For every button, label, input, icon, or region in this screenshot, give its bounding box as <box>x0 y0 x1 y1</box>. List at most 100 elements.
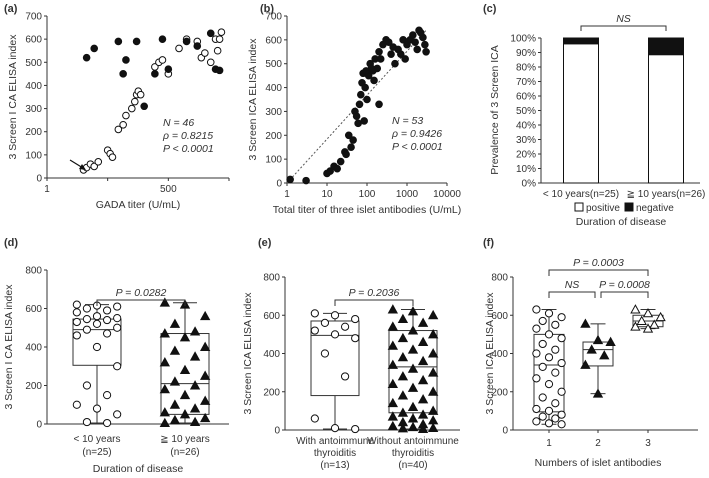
panel-b-point-points <box>326 167 334 175</box>
panel-e-point <box>427 422 439 433</box>
panel-d-point <box>179 364 191 375</box>
panel-e-point <box>417 317 429 327</box>
panel-a-y-tick-label: 300 <box>25 104 42 115</box>
panel-f-point <box>551 368 560 377</box>
panel-a-point-filled <box>193 42 202 50</box>
panel-e-point <box>397 371 409 381</box>
panel-d-y-tick-label: 200 <box>25 381 42 392</box>
panel-b-y-axis-label: 3 Screen ICA ELISA index <box>247 38 259 161</box>
panel-d-point <box>159 384 171 394</box>
panel-d-point <box>82 325 92 334</box>
panel-e-point <box>397 423 409 433</box>
panel-a-point-open <box>158 56 167 64</box>
panel-c-y-tick-label: 30% <box>516 135 536 146</box>
panel-b-y-tick-label: 200 <box>265 131 282 142</box>
panel-e-point <box>417 423 429 433</box>
panel-b-point-points <box>347 143 355 152</box>
panel-f-point <box>532 305 541 314</box>
panel-e-category-label: thyroiditis <box>392 448 434 459</box>
panel-c-category-label: < 10 years(n=25) <box>543 189 619 200</box>
panel-b-point-points <box>422 47 430 56</box>
panel-b-point-points <box>391 59 399 68</box>
panel-a-stat-annotation: N = 46 <box>163 117 194 129</box>
panel-c-bar-positive <box>563 43 599 184</box>
panel-d-point <box>102 306 112 315</box>
panel-c-y-axis-label: Prevalence of 3 Screen ICA <box>489 45 501 175</box>
panel-f-point <box>544 309 554 318</box>
panel-e-point <box>397 390 409 400</box>
panel-d-point <box>102 418 112 428</box>
panel-a-point-filled <box>90 44 99 53</box>
panel-f-y-axis-label: 3 Screen ICA ELISA index <box>484 292 496 415</box>
panel-f-significance-label: P = 0.0008 <box>599 279 650 291</box>
panel-b-y-tick-label: 700 <box>265 12 282 23</box>
panel-e-point <box>427 386 439 396</box>
panel-f-point <box>599 350 610 360</box>
panel-b-point-points <box>370 76 378 85</box>
panel-f-point <box>551 320 560 329</box>
panel-e-point <box>407 421 419 432</box>
panel-a-point-open <box>201 49 209 57</box>
panel-b-y-tick-label: 400 <box>265 83 282 94</box>
panel-b-stat-annotation: N = 53 <box>392 115 423 127</box>
panel-a-point-filled <box>119 70 127 78</box>
panel-f-point <box>557 334 566 343</box>
panel-a-panel-label: (a) <box>4 3 18 15</box>
panel-f-point <box>538 412 547 421</box>
panel-a-point-filled <box>140 102 148 111</box>
panel-f-point <box>544 419 554 428</box>
panel-f-point <box>592 388 604 398</box>
panel-a-point-open <box>130 97 139 106</box>
panel-a-x-axis-label: GADA titer (U/mL) <box>96 199 181 211</box>
panel-c-y-tick-label: 80% <box>516 63 536 74</box>
panel-f-point <box>544 330 554 339</box>
panel-e-point <box>397 407 409 417</box>
panel-a-point-open <box>217 28 226 37</box>
panel-c-bar-negative <box>648 37 684 56</box>
panel-a-arrow-head <box>79 164 86 170</box>
panel-c-bar-negative <box>563 37 599 45</box>
panel-e-point <box>427 415 439 425</box>
panel-d-point <box>189 380 201 390</box>
panel-d-point <box>169 376 181 386</box>
panel-a-point-filled <box>132 37 141 46</box>
panel-d-significance-bracket <box>96 299 186 306</box>
panel-a-x-tick-label: 500 <box>160 184 177 195</box>
panel-b-point-points <box>409 31 417 39</box>
panel-b-point-points <box>357 90 365 99</box>
panel-f-point <box>630 304 641 314</box>
panel-d: (d) 0 200 400 600 800 3 Screen I CA ELISA inde… <box>3 237 229 475</box>
panel-b-point-points <box>360 117 368 125</box>
panel-e-point <box>387 340 399 350</box>
panel-f-y-tick-label: 400 <box>491 349 508 360</box>
panel-e-point <box>330 311 340 320</box>
panel-e-y-tick-label: 0 <box>274 426 280 437</box>
panel-b: (b) 0 100 200 300 400 500 600 700 1 10 100 1000 10000… <box>247 3 461 216</box>
panel-d-point <box>102 329 112 338</box>
panel-a-point-open <box>175 44 183 53</box>
panel-d-point <box>169 399 181 409</box>
panel-d-point <box>189 403 201 413</box>
panel-e-point <box>387 420 399 431</box>
panel-f-box <box>533 333 565 413</box>
panel-c-legend-swatch-negative <box>624 202 634 212</box>
panel-f-point <box>532 417 541 426</box>
panel-f-point <box>642 307 654 318</box>
panel-a-point-filled <box>158 35 167 43</box>
panel-a-y-tick-label: 400 <box>25 81 42 92</box>
panel-e-point <box>417 336 429 346</box>
panel-f-point <box>557 358 566 368</box>
panel-e-point <box>427 329 439 339</box>
panel-e-point <box>387 359 399 369</box>
panel-f-point <box>630 321 641 331</box>
panel-a-stat-annotation: P < 0.0001 <box>163 143 214 155</box>
panel-c-y-tick-label: 50% <box>516 106 536 117</box>
panel-f-point <box>538 393 547 402</box>
panel-e-point <box>387 378 399 389</box>
panel-b-point-points <box>387 50 395 58</box>
panel-e-point <box>397 313 409 324</box>
panel-e-point <box>351 314 360 324</box>
panel-f-point <box>538 339 547 349</box>
panel-d-point <box>199 370 211 380</box>
